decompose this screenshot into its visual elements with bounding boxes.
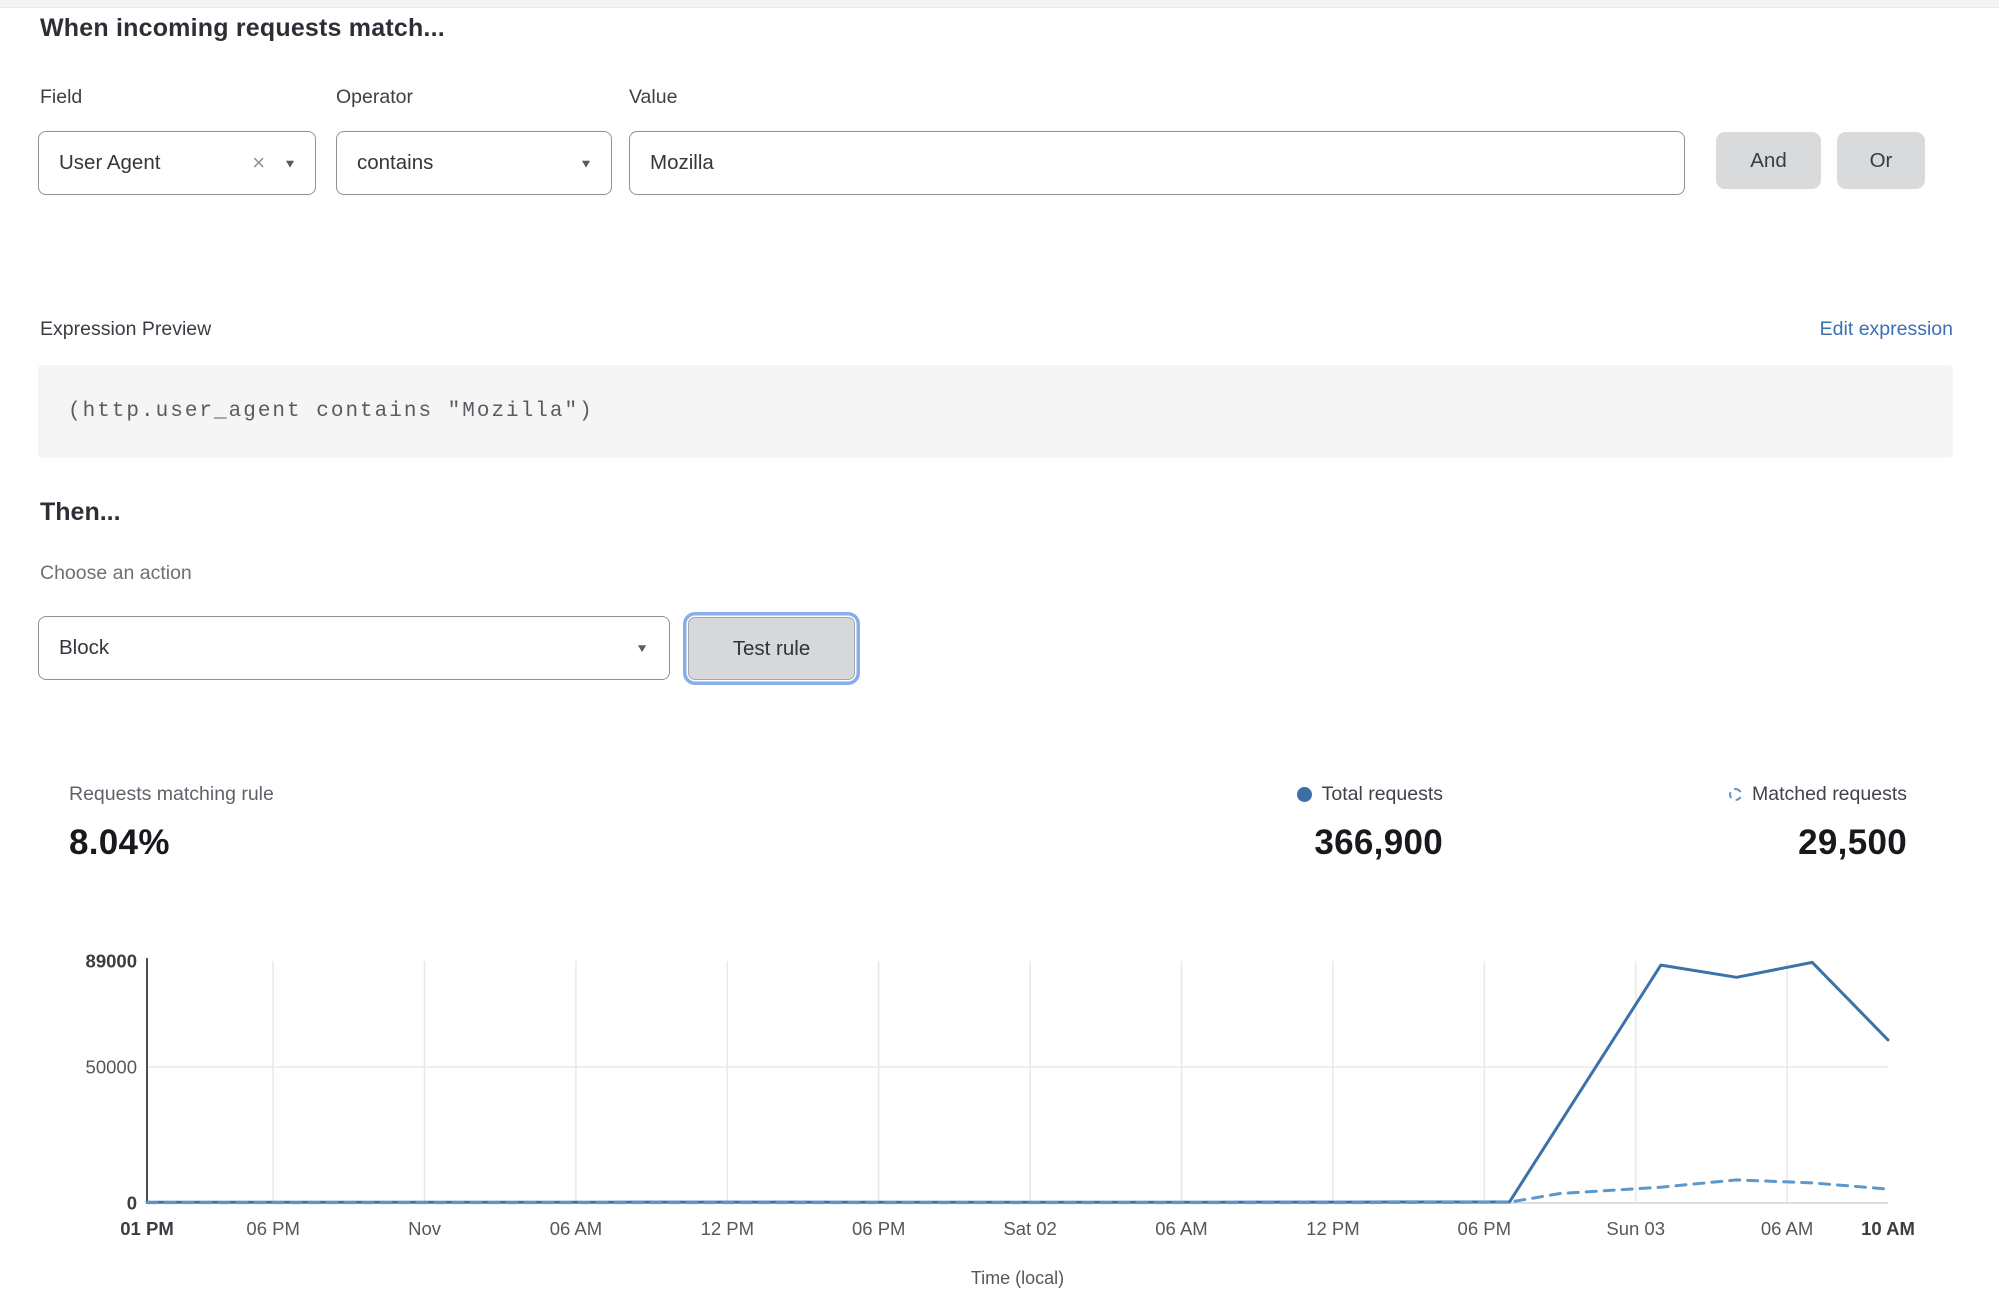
and-button[interactable]: And bbox=[1716, 132, 1821, 189]
requests-matching-value: 8.04% bbox=[69, 823, 170, 862]
field-label: Field bbox=[40, 86, 83, 108]
expression-code: (http.user_agent contains "Mozilla") bbox=[68, 400, 594, 423]
matched-requests-legend: Matched requests bbox=[1728, 783, 1907, 806]
choose-action-label: Choose an action bbox=[40, 562, 192, 584]
svg-text:06 PM: 06 PM bbox=[852, 1218, 905, 1239]
svg-text:01 PM: 01 PM bbox=[120, 1218, 173, 1239]
page-title: When incoming requests match... bbox=[40, 14, 445, 42]
requests-matching-label: Requests matching rule bbox=[69, 783, 274, 805]
chevron-down-icon: ▼ bbox=[579, 156, 593, 170]
svg-text:06 PM: 06 PM bbox=[1458, 1218, 1511, 1239]
svg-text:89000: 89000 bbox=[86, 951, 137, 972]
svg-text:0: 0 bbox=[127, 1193, 137, 1214]
dashed-circle-legend-icon bbox=[1728, 788, 1742, 801]
requests-chart: 0 50000 89000 01 PM 06 PM Nov 06 AM 12 PM 06 PM S… bbox=[86, 951, 1915, 1289]
svg-text:50000: 50000 bbox=[86, 1057, 137, 1078]
action-select-value: Block bbox=[59, 636, 110, 659]
value-label: Value bbox=[629, 86, 678, 108]
matched-requests-label: Matched requests bbox=[1751, 783, 1907, 805]
test-rule-button[interactable]: Test rule bbox=[688, 617, 855, 680]
operator-select-value: contains bbox=[357, 151, 434, 174]
field-select[interactable]: User Agent × ▼ bbox=[38, 131, 316, 195]
chevron-down-icon: ▼ bbox=[283, 156, 297, 170]
svg-text:06 AM: 06 AM bbox=[1761, 1218, 1813, 1239]
then-heading: Then... bbox=[40, 498, 121, 526]
svg-text:06 PM: 06 PM bbox=[246, 1218, 299, 1239]
requests-matching-stat: Requests matching rule 8.04% bbox=[69, 783, 274, 863]
value-input[interactable] bbox=[629, 131, 1685, 195]
action-select[interactable]: Block ▼ bbox=[38, 616, 670, 680]
requests-chart-container: 0 50000 89000 01 PM 06 PM Nov 06 AM 12 PM 06 PM S… bbox=[0, 940, 1999, 1295]
top-edge-strip bbox=[0, 0, 1999, 8]
expression-preview-label: Expression Preview bbox=[40, 318, 212, 340]
total-requests-stat: Total requests 366,900 bbox=[1296, 783, 1443, 863]
solid-dot-legend-icon bbox=[1296, 787, 1312, 802]
chevron-down-icon: ▼ bbox=[635, 641, 649, 655]
svg-text:Time (local): Time (local) bbox=[971, 1268, 1064, 1288]
edit-expression-link[interactable]: Edit expression bbox=[1819, 318, 1953, 340]
matched-requests-stat: Matched requests 29,500 bbox=[1728, 783, 1907, 863]
or-button[interactable]: Or bbox=[1837, 132, 1925, 189]
matched-requests-value: 29,500 bbox=[1798, 823, 1907, 862]
svg-text:12 PM: 12 PM bbox=[701, 1218, 754, 1239]
expression-code-box: (http.user_agent contains "Mozilla") bbox=[38, 365, 1953, 458]
total-requests-value: 366,900 bbox=[1314, 823, 1443, 862]
svg-text:10 AM: 10 AM bbox=[1861, 1218, 1915, 1239]
svg-text:12 PM: 12 PM bbox=[1306, 1218, 1359, 1239]
svg-text:06 AM: 06 AM bbox=[550, 1218, 602, 1239]
clear-field-icon[interactable]: × bbox=[252, 150, 266, 175]
svg-text:Nov: Nov bbox=[408, 1218, 442, 1239]
operator-label: Operator bbox=[336, 86, 413, 108]
svg-text:06 AM: 06 AM bbox=[1155, 1218, 1207, 1239]
svg-text:Sun 03: Sun 03 bbox=[1606, 1218, 1665, 1239]
svg-text:Sat 02: Sat 02 bbox=[1003, 1218, 1057, 1239]
field-select-value: User Agent bbox=[59, 151, 161, 174]
operator-select[interactable]: contains ▼ bbox=[336, 131, 612, 195]
total-requests-legend: Total requests bbox=[1296, 783, 1443, 806]
total-requests-label: Total requests bbox=[1321, 783, 1443, 805]
